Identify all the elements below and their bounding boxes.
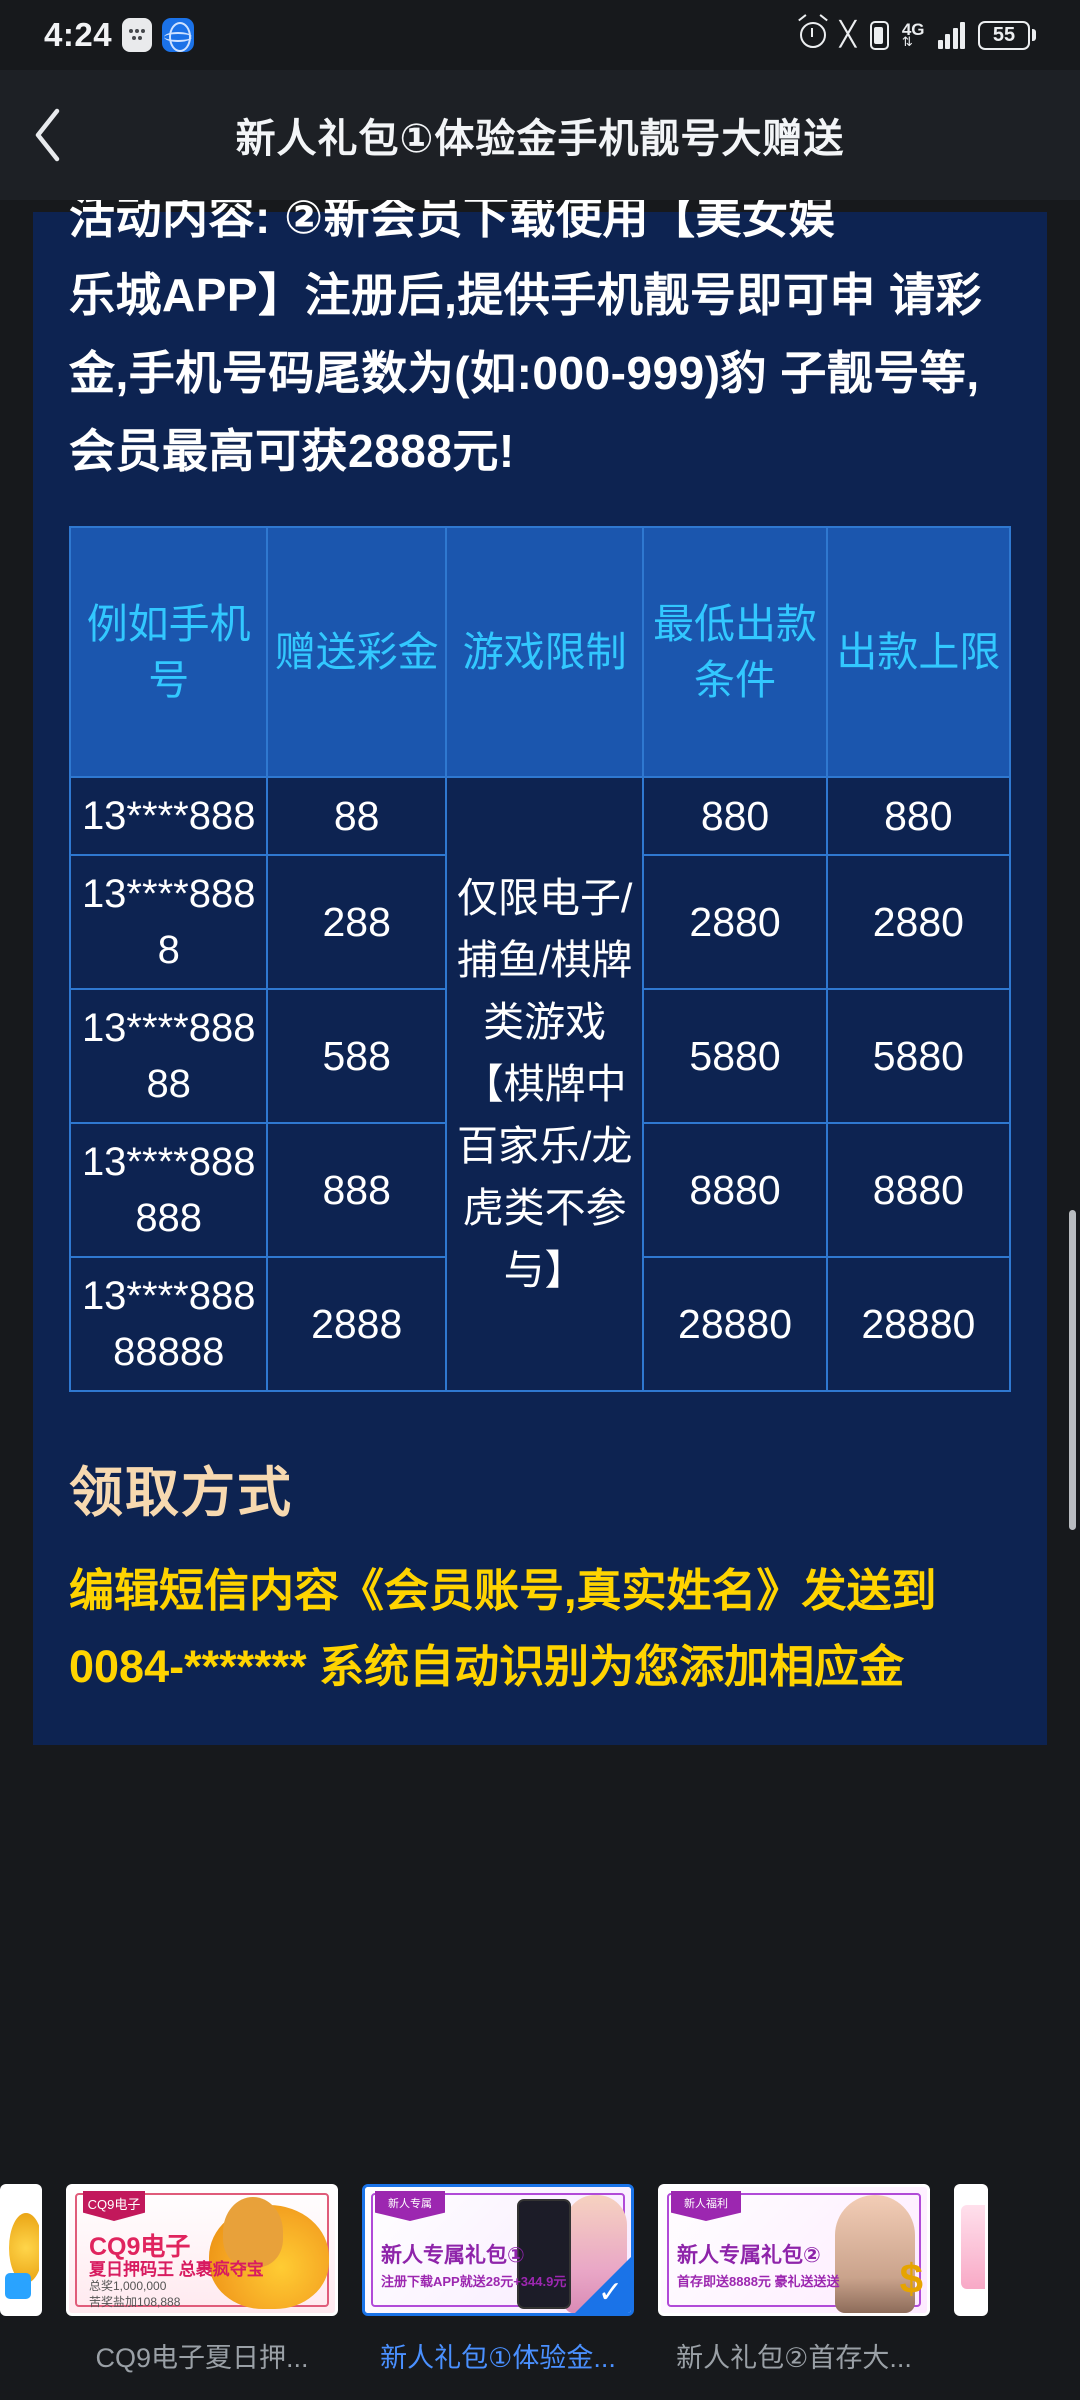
content-scroll-area[interactable]: 活动内容: ②新会员下载使用【美女娱 乐城APP】注册后,提供手机靓号即可申 请…: [0, 200, 1080, 2170]
table-header-row: 例如手机号 赠送彩金 游戏限制 最低出款条件 出款上限: [68, 526, 1012, 778]
claim-line-2: 0084-******* 系统自动识别为您添加相应金: [69, 1641, 905, 1692]
thumb-subtitle: 注册下载APP就送28元+344.9元: [381, 2274, 567, 2289]
col-header-min-withdraw: 最低出款条件: [642, 526, 828, 778]
cell-bonus: 588: [266, 988, 447, 1124]
thumb-subtitle: 夏日押码王 总裹疯夺宝: [89, 2260, 264, 2279]
thumb-detail-1: 总奖1,000,000: [89, 2279, 167, 2293]
cell-max-withdraw: 5880: [825, 988, 1012, 1124]
cell-max-withdraw: 2880: [825, 854, 1012, 990]
thumbnail-image: CQ9电子 CQ9电子 夏日押码王 总裹疯夺宝 总奖1,000,000 苦奖盐加…: [66, 2184, 338, 2316]
table-body: 13****888 88 仅限电子/捕鱼/棋牌类游戏【棋牌中百家乐/龙虎类不参与…: [68, 776, 1012, 1392]
col-header-game-limit: 游戏限制: [444, 526, 645, 778]
cell-phone: 13****8888: [68, 854, 269, 990]
status-clock: 4:24: [44, 16, 113, 53]
table-row: 13****8888 288 2880 2880: [68, 854, 1012, 990]
thumbnail-image: [954, 2184, 988, 2316]
thumbnail-image: [0, 2184, 42, 2316]
cell-min-withdraw: 880: [642, 776, 828, 856]
cell-max-withdraw: 8880: [825, 1122, 1012, 1258]
offer-table-wrapper: 例如手机号 赠送彩金 游戏限制 最低出款条件 出款上限 13****888 88…: [33, 490, 1047, 1392]
promo-page: 活动内容: ②新会员下载使用【美女娱 乐城APP】注册后,提供手机靓号即可申 请…: [33, 200, 1047, 1745]
status-bar-right: ᚷ 4G ⇅ 55: [799, 18, 1036, 51]
status-bar-left: 4:24: [44, 16, 195, 54]
battery-icon: 55: [978, 20, 1036, 50]
cell-min-withdraw: 28880: [642, 1256, 828, 1392]
claim-section-title: 领取方式: [69, 1463, 293, 1523]
thumb-subtitle: 首存即送8888元 豪礼送送送: [677, 2274, 840, 2289]
table-row: 13****88888888 2888 28880 28880: [68, 1256, 1012, 1392]
thumbnail-label: 新人礼包①体验金...: [380, 2343, 616, 2373]
promo-paragraph: 活动内容: ②新会员下载使用【美女娱 乐城APP】注册后,提供手机靓号即可申 请…: [33, 200, 1047, 490]
nfc-icon: [869, 20, 889, 50]
cell-game-restriction: 仅限电子/捕鱼/棋牌类游戏【棋牌中百家乐/龙虎类不参与】: [444, 776, 645, 1392]
table-row: 13****888888 888 8880 8880: [68, 1122, 1012, 1258]
thumb-title: CQ9电子: [89, 2233, 191, 2261]
app-badge-icon: [122, 18, 153, 52]
network-label: 4G: [901, 19, 925, 39]
promo-line-1: 活动内容: ②新会员下载使用【美女娱: [69, 200, 836, 243]
table-row: 13****888 88 仅限电子/捕鱼/棋牌类游戏【棋牌中百家乐/龙虎类不参与…: [68, 776, 1012, 1392]
thumbnail-image: 新人专属 新人专属礼包① 注册下载APP就送28元+344.9元 ✓: [362, 2184, 634, 2316]
promo-thumbnail-strip[interactable]: CQ9电子 CQ9电子 夏日押码王 总裹疯夺宝 总奖1,000,000 苦奖盐加…: [0, 2170, 1080, 2400]
cell-bonus: 88: [266, 776, 447, 856]
page-title: 新人礼包①体验金手机靓号大赠送: [235, 117, 845, 161]
thumbnail-label: 新人礼包②首存大...: [676, 2343, 912, 2373]
promo-line-2: 乐城APP】注册后,提供手机靓号即可申: [69, 269, 876, 321]
cell-phone: 13****88888888: [68, 1256, 269, 1392]
thumbnail-item-partial-right[interactable]: [954, 2184, 996, 2316]
cell-min-withdraw: 5880: [642, 988, 828, 1124]
chevron-left-icon: [35, 108, 60, 162]
col-header-phone: 例如手机号: [68, 526, 269, 778]
thumbnail-item-newuser-2[interactable]: $ 新人福利 新人专属礼包② 首存即送8888元 豪礼送送送 新人礼包②首存大.…: [658, 2184, 930, 2375]
col-header-bonus: 赠送彩金: [266, 526, 447, 778]
status-bar: 4:24 ᚷ 4G ⇅ 55: [0, 0, 1080, 70]
cell-min-withdraw: 2880: [642, 854, 828, 990]
cell-bonus: 2888: [266, 1256, 447, 1392]
selected-check-icon: [575, 2257, 631, 2313]
cell-max-withdraw: 28880: [825, 1256, 1012, 1392]
thumb-detail-2: 苦奖盐加108,888: [89, 2295, 181, 2309]
claim-section-body: 编辑短信内容《会员账号,真实姓名》发送到 0084-******* 系统自动识别…: [33, 1527, 1047, 1705]
thumb-title: 新人专属礼包①: [381, 2244, 525, 2267]
claim-line-1: 编辑短信内容《会员账号,真实姓名》发送到: [69, 1565, 937, 1616]
vertical-scrollbar[interactable]: [1069, 1210, 1076, 1530]
thumb-title: 新人专属礼包②: [677, 2244, 821, 2267]
cell-phone: 13****88888: [68, 988, 269, 1124]
battery-level: 55: [978, 20, 1030, 50]
cell-bonus: 888: [266, 1122, 447, 1258]
col-header-max-withdraw: 出款上限: [825, 526, 1012, 778]
dollar-icon: $: [899, 2255, 923, 2302]
network-type-icon: 4G ⇅: [901, 19, 925, 49]
alarm-icon: [799, 22, 826, 48]
thumbnail-item-newuser-1[interactable]: 新人专属 新人专属礼包① 注册下载APP就送28元+344.9元 ✓ 新人礼包①…: [362, 2184, 634, 2375]
globe-icon: [162, 18, 195, 52]
promo-line-3: 请彩金,手机号码尾数为(如:000-999)豹: [69, 269, 983, 399]
thumbnail-label: CQ9电子夏日押...: [95, 2343, 309, 2373]
cell-phone: 13****888888: [68, 1122, 269, 1258]
promo-line-4: 子靓号等,会员最高可获2888元!: [69, 347, 980, 477]
cell-phone: 13****888: [68, 776, 269, 856]
thumbnail-item-partial-left[interactable]: [0, 2184, 42, 2316]
signal-icon: [937, 21, 965, 49]
back-button[interactable]: [0, 70, 96, 200]
table-row: 13****88888 588 5880 5880: [68, 988, 1012, 1124]
thumbnail-item-cq9[interactable]: CQ9电子 CQ9电子 夏日押码王 总裹疯夺宝 总奖1,000,000 苦奖盐加…: [66, 2184, 338, 2375]
cell-bonus: 288: [266, 854, 447, 990]
cell-min-withdraw: 8880: [642, 1122, 828, 1258]
offer-table: 例如手机号 赠送彩金 游戏限制 最低出款条件 出款上限 13****888 88…: [68, 526, 1012, 1392]
bluetooth-icon: ᚷ: [838, 18, 857, 51]
thumbnail-image: $ 新人福利 新人专属礼包② 首存即送8888元 豪礼送送送: [658, 2184, 930, 2316]
app-bar: 新人礼包①体验金手机靓号大赠送: [0, 70, 1080, 200]
check-mark-glyph: ✓: [597, 2276, 623, 2309]
cell-max-withdraw: 880: [825, 776, 1012, 856]
